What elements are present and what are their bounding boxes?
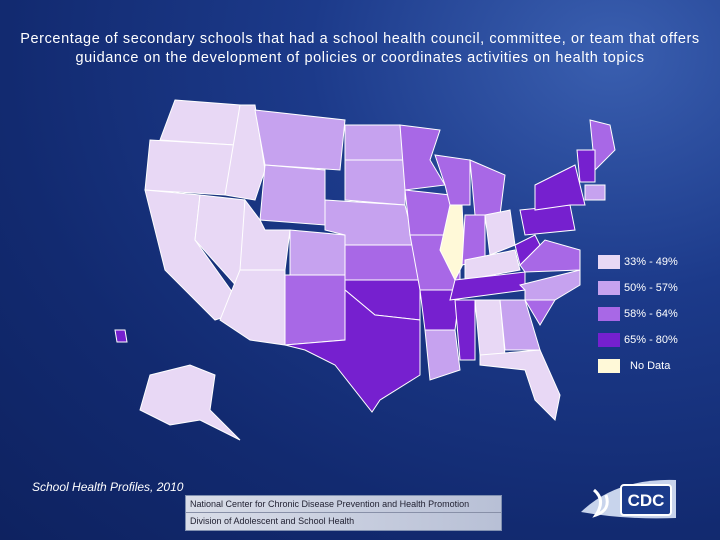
state [584, 184, 606, 201]
state [519, 239, 581, 273]
legend-item: 50% - 57% [598, 281, 698, 295]
legend-label: 33% - 49% [624, 256, 678, 268]
state [114, 329, 128, 343]
state [469, 159, 506, 216]
legend-label: 58% - 64% [624, 308, 678, 320]
state [464, 249, 521, 281]
state [344, 159, 406, 206]
state [519, 204, 576, 236]
legend-item: No Data [598, 359, 698, 373]
state [259, 164, 326, 226]
state [424, 329, 461, 381]
state [144, 139, 236, 196]
state [576, 149, 596, 183]
state [519, 269, 581, 301]
legend-item: 58% - 64% [598, 307, 698, 321]
logo-text: CDC [628, 491, 665, 510]
state [219, 269, 286, 346]
legend-swatch [598, 307, 620, 321]
logo-box [620, 484, 672, 516]
footer: National Center for Chronic Disease Prev… [185, 495, 502, 531]
footer-line: Division of Adolescent and School Health [186, 512, 501, 529]
state [139, 364, 241, 441]
title: Percentage of secondary schools that had… [20, 31, 700, 66]
legend-swatch [598, 333, 620, 347]
legend-label: 65% - 80% [624, 334, 678, 346]
legend-swatch [598, 359, 620, 373]
state [514, 234, 541, 266]
state [344, 244, 421, 281]
state [484, 209, 516, 256]
state [344, 124, 406, 161]
state [284, 274, 346, 346]
state [449, 271, 526, 301]
legend-swatch [598, 281, 620, 295]
footer-line: National Center for Chronic Disease Prev… [190, 499, 470, 509]
cdc-logo: CDC [581, 479, 676, 519]
state [399, 124, 446, 191]
legend-swatch [598, 255, 620, 269]
legend-item: 33% - 49% [598, 255, 698, 269]
hhs-emblem [592, 488, 609, 518]
legend-label: 50% - 57% [624, 282, 678, 294]
state [289, 229, 346, 276]
state [404, 189, 451, 236]
legend-label: No Data [630, 360, 671, 372]
state [479, 349, 561, 422]
state [454, 299, 476, 361]
legend: 33% - 49% 50% - 57% 58% - 64% 65% - 80% No D… [598, 255, 698, 385]
source: School Health Profiles, 2010 [32, 480, 184, 494]
state [159, 99, 241, 146]
states [114, 99, 616, 441]
state [534, 164, 586, 211]
state [224, 104, 266, 201]
legend-item: 65% - 80% [598, 333, 698, 347]
state [439, 204, 466, 282]
state [254, 109, 346, 171]
state [284, 288, 421, 413]
